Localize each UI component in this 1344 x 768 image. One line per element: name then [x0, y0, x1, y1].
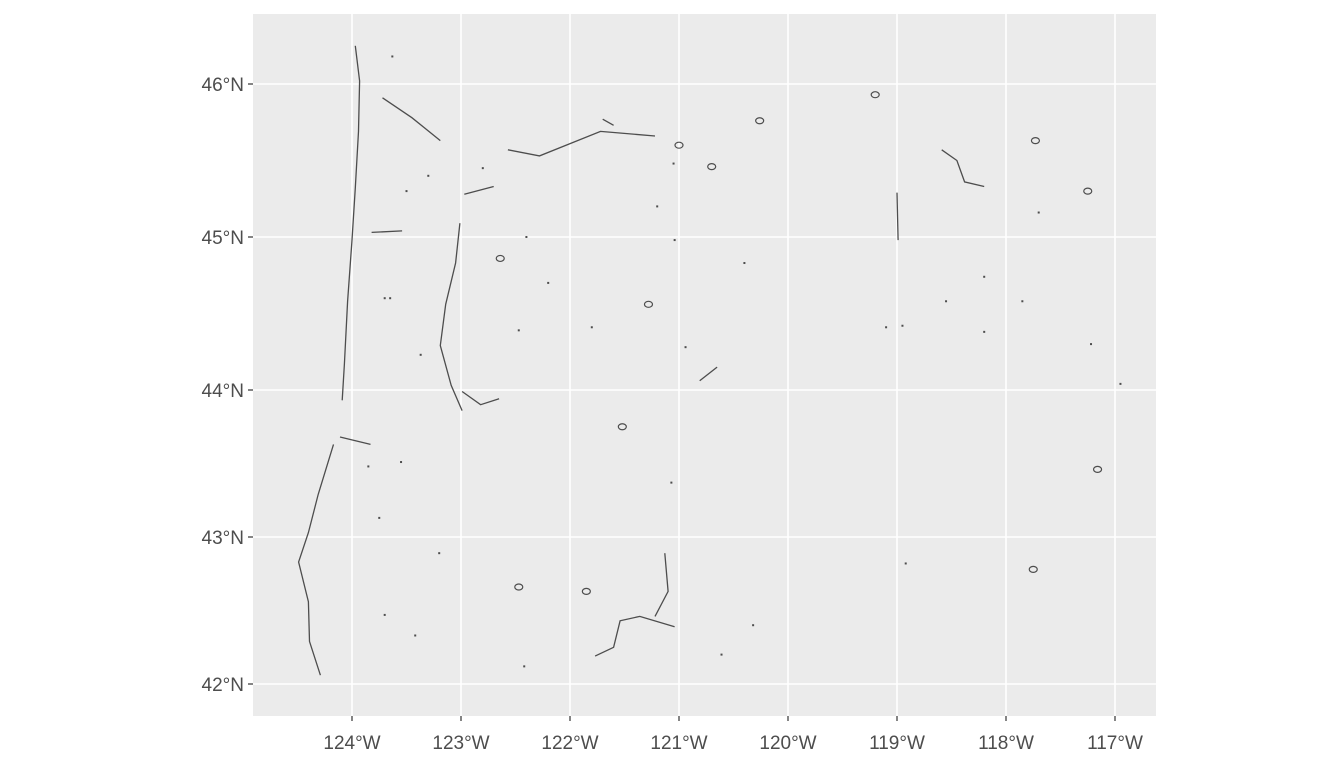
water-feature-dot	[945, 300, 948, 303]
lake-polygon	[1028, 565, 1038, 573]
lake-polygon	[674, 141, 684, 149]
water-feature-dot	[367, 465, 370, 468]
x-tick-label: 123°W	[432, 733, 489, 754]
river-line	[594, 615, 675, 657]
graticule	[253, 14, 1156, 716]
water-feature-dot	[885, 326, 888, 329]
water-feature-dot	[684, 346, 687, 349]
water-feature-dot	[383, 297, 386, 300]
lake-polygon	[870, 91, 880, 99]
y-tick-label: 42°N	[202, 675, 244, 696]
water-features	[297, 45, 1122, 676]
lake-polygon	[755, 117, 765, 125]
lake-polygon	[514, 583, 524, 591]
river-line	[896, 192, 899, 241]
water-feature-dot	[1037, 211, 1040, 214]
river-line	[341, 45, 361, 401]
water-feature-dot	[656, 205, 659, 208]
x-tick-label: 120°W	[759, 733, 816, 754]
lake-polygon	[1030, 137, 1041, 145]
water-feature-dot	[427, 174, 430, 177]
water-feature-dot	[525, 236, 528, 238]
water-feature-dot	[383, 613, 386, 616]
water-feature-dot	[1119, 382, 1122, 385]
river-line	[461, 390, 500, 406]
x-tick-label: 117°W	[1087, 733, 1143, 754]
water-feature-dot	[904, 562, 907, 565]
water-feature-dot	[1090, 343, 1093, 346]
water-feature-dot	[391, 55, 394, 58]
water-feature-dot	[547, 281, 550, 284]
x-tick-label: 119°W	[869, 733, 925, 754]
river-line	[439, 223, 463, 411]
lake-polygon	[581, 587, 591, 595]
x-tick-label: 118°W	[978, 733, 1034, 754]
lake-polygon	[1092, 465, 1103, 473]
water-feature-dot	[378, 516, 381, 519]
water-feature-dot	[901, 324, 904, 327]
water-feature-dot	[670, 481, 673, 484]
water-feature-dot	[414, 634, 417, 637]
plot-panel	[253, 14, 1156, 716]
water-feature-dot	[1021, 300, 1024, 303]
water-feature-dot	[389, 297, 392, 300]
lake-polygon	[643, 300, 654, 308]
water-feature-dot	[752, 624, 755, 627]
axes: 124°W 123°W 122°W 121°W 120°W 119°W 118°W 117°W…	[202, 75, 1143, 754]
y-tick-label: 46°N	[202, 75, 244, 96]
x-tick-label: 121°W	[650, 733, 707, 754]
water-feature-dot	[672, 162, 675, 165]
water-feature-dot	[481, 167, 484, 170]
river-line	[941, 149, 985, 188]
lake-polygon	[1083, 187, 1093, 195]
water-feature-dot	[983, 330, 986, 333]
river-line	[371, 230, 403, 234]
lake-polygon	[617, 423, 627, 431]
water-feature-dot	[983, 275, 986, 278]
river-line	[654, 553, 669, 617]
water-feature-dot	[523, 665, 526, 668]
water-feature-dot	[517, 329, 520, 332]
river-line	[507, 130, 656, 157]
y-tick-label: 43°N	[202, 528, 244, 549]
water-feature-dot	[590, 326, 593, 329]
water-feature-dot	[438, 552, 441, 555]
river-line	[602, 118, 614, 126]
water-feature-dot	[673, 239, 676, 242]
water-feature-dot	[743, 262, 746, 265]
river-line	[339, 436, 371, 446]
water-feature-dot	[419, 353, 422, 356]
river-line	[297, 444, 335, 676]
y-tick-label: 44°N	[202, 381, 244, 402]
water-feature-dot	[720, 653, 723, 656]
lake-polygon	[707, 163, 717, 171]
water-feature-dot	[405, 190, 408, 193]
x-tick-label: 124°W	[323, 733, 380, 754]
lake-polygon	[495, 254, 505, 263]
x-tick-label: 122°W	[541, 733, 598, 754]
y-tick-label: 45°N	[202, 228, 244, 249]
river-line	[699, 366, 718, 382]
river-line	[464, 185, 494, 195]
river-line	[382, 97, 441, 142]
water-feature-dot	[400, 461, 403, 464]
